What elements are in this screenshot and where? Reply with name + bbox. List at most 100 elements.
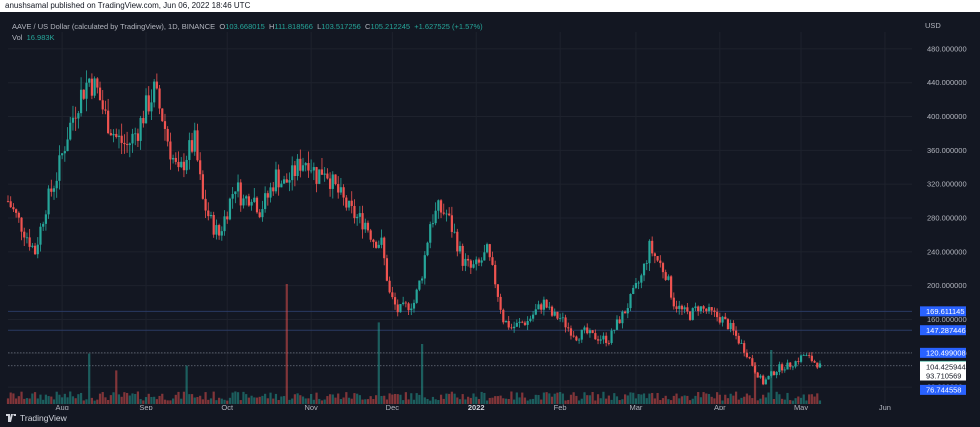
candle-body (323, 173, 326, 175)
volume-bar (575, 395, 578, 404)
volume-bar (794, 398, 797, 404)
candle-body (96, 78, 99, 88)
volume-bar (445, 393, 448, 404)
volume-bar (531, 398, 535, 404)
candle-body (707, 307, 711, 312)
candle-body (499, 296, 502, 310)
volume-bar (772, 398, 776, 404)
candle-body (293, 165, 296, 176)
volume-bar (226, 400, 229, 404)
candle-body (810, 355, 813, 362)
volume-bar (567, 399, 570, 404)
volume-bar (196, 397, 199, 404)
candle-body (369, 230, 372, 240)
candle-body (190, 140, 194, 152)
time-axis[interactable]: Aug Sep Oct Nov Dec 2022 Feb Mar Apr May Jun (55, 403, 891, 412)
candle-body (320, 169, 324, 175)
volume-bar (326, 396, 329, 404)
candle-body (626, 308, 629, 314)
candle-body (805, 354, 808, 356)
candle-body (410, 308, 413, 311)
time-tick-label: Mar (629, 403, 642, 412)
candle-body (816, 362, 819, 368)
candle-body (144, 95, 148, 124)
volume-bar (12, 393, 15, 404)
price-axis[interactable]: 80.000000120.000000160.000000200.0000002… (927, 44, 967, 391)
candle-body (418, 280, 421, 290)
volume-bar (762, 394, 765, 404)
volume-bar (318, 398, 321, 404)
volume-bar (66, 397, 69, 404)
volume-bar (6, 398, 10, 404)
candle-body (567, 327, 570, 329)
candle-body (44, 214, 47, 224)
candle-body (748, 357, 751, 359)
candle-body (250, 201, 253, 206)
volume-bar (596, 394, 600, 404)
volume-bar (642, 393, 646, 404)
candle-body (705, 308, 708, 312)
candle-body (437, 200, 440, 211)
volume-bar (816, 393, 819, 404)
candle-body (55, 180, 58, 189)
volume-legend: Vol 16.983K (12, 33, 55, 42)
candle-body (209, 215, 213, 217)
candle-body (591, 330, 594, 334)
candle-body (12, 207, 15, 210)
candlestick-chart[interactable]: 80.000000120.000000160.000000200.0000002… (0, 12, 980, 414)
candle-body (155, 81, 158, 89)
volume-bar (391, 394, 394, 404)
volume-bar (69, 391, 72, 404)
candle-body (548, 306, 551, 308)
candle-body (545, 299, 548, 308)
candle-body (599, 339, 602, 341)
candle-body (269, 187, 272, 198)
volume-bar (645, 398, 648, 404)
chart-area[interactable]: 80.000000120.000000160.000000200.0000002… (0, 12, 980, 414)
volume-bar (328, 394, 332, 404)
candle-body (112, 133, 115, 136)
candle-body (483, 252, 486, 261)
candle-body (307, 163, 310, 171)
volume-bar (515, 392, 518, 404)
candle-body (326, 173, 329, 179)
candle-body (399, 304, 402, 313)
volume-bar (236, 392, 240, 404)
volume-bar (583, 392, 586, 404)
candle-body (743, 343, 746, 353)
candle-body (659, 260, 662, 264)
candle-body (374, 241, 378, 248)
volume-bar (499, 395, 502, 404)
volume-bar (507, 399, 510, 404)
candle-body (813, 361, 816, 363)
volume-bar (261, 395, 264, 404)
candle-body (242, 198, 245, 206)
volume-bar (247, 397, 250, 404)
candle-body (377, 244, 380, 248)
candle-body (680, 305, 684, 310)
candle-body (52, 188, 56, 192)
volume-bar (301, 396, 305, 404)
candle-body (718, 317, 721, 323)
volume-bar (71, 396, 75, 404)
candle-body (602, 335, 605, 340)
candle-body (328, 178, 332, 189)
candle-body (667, 276, 670, 280)
price-tick-label: 480.000000 (927, 44, 967, 53)
volume-bar (285, 284, 288, 404)
candle-body (491, 257, 494, 265)
volume-bar (456, 397, 459, 404)
candle-body (180, 161, 183, 168)
volume-bar (653, 398, 656, 404)
candle-body (513, 326, 516, 329)
candle-body (342, 187, 345, 198)
candle-body (572, 335, 575, 337)
candle-body (231, 194, 234, 199)
candle-body (372, 239, 375, 242)
volume-bar (707, 394, 711, 404)
volume-bar (477, 399, 481, 404)
volume-bar (526, 400, 529, 404)
candle-body (228, 198, 232, 220)
volume-bar (577, 400, 581, 404)
candle-body (296, 158, 299, 176)
